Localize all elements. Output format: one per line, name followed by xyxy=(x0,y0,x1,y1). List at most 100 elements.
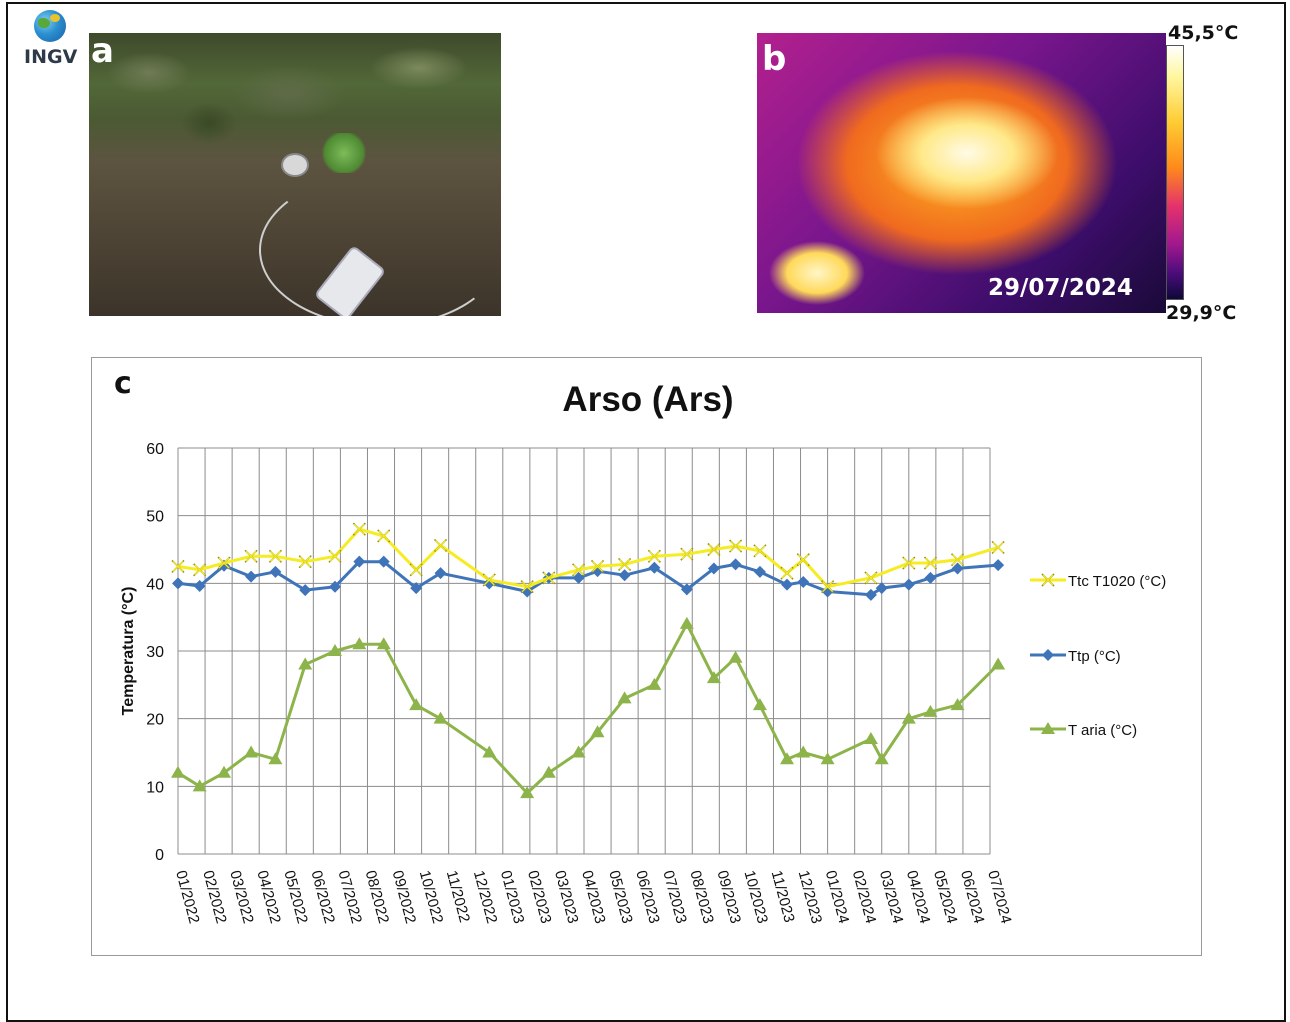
data-point-diamond xyxy=(353,555,366,568)
data-point-diamond xyxy=(245,570,258,583)
data-point-x-marker-inner xyxy=(1042,574,1054,586)
data-point-triangle xyxy=(541,765,556,778)
panel-label-c: c xyxy=(114,366,132,401)
data-point-diamond xyxy=(410,582,423,595)
field-photo xyxy=(89,33,501,316)
data-point-triangle xyxy=(571,745,586,758)
data-point-x-marker-inner xyxy=(992,542,1004,553)
thermal-image xyxy=(757,33,1166,313)
y-tick-label: 20 xyxy=(146,712,164,729)
data-point-triangle xyxy=(433,711,448,724)
thermal-colorbar xyxy=(1166,45,1184,300)
data-point-triangle xyxy=(647,677,662,690)
data-point-diamond xyxy=(648,561,661,574)
data-point-x-marker-inner xyxy=(592,560,603,572)
data-point-diamond xyxy=(618,569,631,582)
data-point-diamond xyxy=(875,582,888,595)
data-point-diamond xyxy=(707,562,720,575)
data-point-diamond xyxy=(269,565,282,578)
x-tick-label: 06/2022 xyxy=(307,869,337,926)
x-tick-label: 12/2023 xyxy=(795,869,825,926)
photo-rocks xyxy=(89,33,501,153)
data-point-x-marker-inner xyxy=(754,545,766,557)
data-point-triangle xyxy=(327,644,342,656)
legend-label: Ttc T1020 (°C) xyxy=(1068,573,1166,590)
data-point-triangle xyxy=(192,779,207,792)
x-tick-label: 01/2024 xyxy=(822,869,852,926)
data-point-x-marker-inner xyxy=(648,550,660,562)
legend-label: T aria (°C) xyxy=(1068,722,1137,739)
data-point-triangle xyxy=(991,657,1006,670)
data-point-diamond xyxy=(680,583,693,596)
data-point-x-marker-inner xyxy=(903,557,915,569)
series-x xyxy=(171,522,1005,594)
data-point-x-marker-inner xyxy=(573,564,585,576)
colorbar-min-label: 29,9°C xyxy=(1166,302,1237,324)
data-point-triangle xyxy=(590,725,605,738)
series-line xyxy=(177,527,999,589)
data-point-triangle xyxy=(863,731,878,744)
x-tick-label: 02/2023 xyxy=(524,869,554,926)
x-tick-label: 01/2022 xyxy=(172,869,202,926)
y-tick-label: 30 xyxy=(146,644,164,661)
data-point-diamond xyxy=(328,580,341,593)
data-point-x-marker-inner xyxy=(925,557,936,569)
chart-panel xyxy=(91,357,1202,956)
data-point-diamond xyxy=(521,585,534,598)
data-point-triangle xyxy=(780,752,794,765)
data-point-x-marker-inner xyxy=(378,530,390,542)
x-tick-label: 11/2022 xyxy=(443,869,473,925)
x-tick-label: 05/2023 xyxy=(605,869,635,926)
data-point-triangle xyxy=(298,657,313,670)
data-point-diamond xyxy=(951,562,964,575)
x-tick-label: 05/2022 xyxy=(280,869,310,926)
data-point-triangle xyxy=(901,711,916,724)
x-tick-label: 08/2022 xyxy=(362,869,392,926)
photo-cable xyxy=(259,173,501,316)
data-point-x-marker-inner xyxy=(865,572,877,584)
data-point-diamond xyxy=(902,578,915,591)
data-point-diamond xyxy=(572,571,585,584)
data-point-triangle xyxy=(409,698,424,711)
data-point-triangle xyxy=(520,786,535,799)
y-tick-label: 0 xyxy=(155,847,164,864)
colorbar-max-label: 45,5°C xyxy=(1168,22,1239,44)
x-tick-label: 06/2023 xyxy=(632,869,662,926)
x-tick-label: 11/2023 xyxy=(768,869,798,925)
data-point-triangle xyxy=(874,752,889,765)
series-triangle xyxy=(171,616,1006,799)
data-point-x-marker-inner xyxy=(952,554,963,566)
legend-label: Ttp (°C) xyxy=(1068,648,1121,665)
data-point-x-marker-inner xyxy=(299,556,311,568)
data-point-triangle xyxy=(268,752,283,765)
data-point-triangle xyxy=(482,745,497,758)
data-point-diamond xyxy=(172,577,184,590)
x-tick-label: 03/2022 xyxy=(226,869,256,926)
series-diamond xyxy=(172,555,1005,601)
panel-label-b: b xyxy=(762,39,787,79)
y-axis-label: Temperatura (°C) xyxy=(120,587,137,716)
data-point-x-marker-inner xyxy=(619,558,631,570)
data-point-x-marker-inner xyxy=(435,540,446,551)
data-point-triangle xyxy=(679,616,694,629)
data-point-diamond xyxy=(434,567,447,580)
x-tick-label: 10/2023 xyxy=(741,869,771,926)
x-tick-label: 03/2024 xyxy=(876,869,906,926)
data-point-diamond xyxy=(193,580,206,593)
data-point-triangle xyxy=(796,745,811,758)
x-tick-label: 07/2023 xyxy=(659,869,689,926)
data-point-diamond xyxy=(924,571,937,584)
logo-text: INGV xyxy=(24,46,78,68)
data-point-diamond xyxy=(992,559,1005,572)
data-point-triangle xyxy=(950,698,965,711)
data-point-triangle xyxy=(244,745,259,758)
data-point-diamond xyxy=(864,588,877,601)
data-point-triangle xyxy=(820,752,835,765)
x-tick-label: 09/2023 xyxy=(713,869,743,926)
thermal-date: 29/07/2024 xyxy=(988,275,1133,301)
x-tick-label: 05/2024 xyxy=(930,869,960,926)
data-point-x-marker-inner xyxy=(245,550,257,562)
x-tick-label: 04/2023 xyxy=(578,869,608,926)
data-point-triangle xyxy=(352,637,367,650)
y-tick-label: 60 xyxy=(146,441,164,458)
